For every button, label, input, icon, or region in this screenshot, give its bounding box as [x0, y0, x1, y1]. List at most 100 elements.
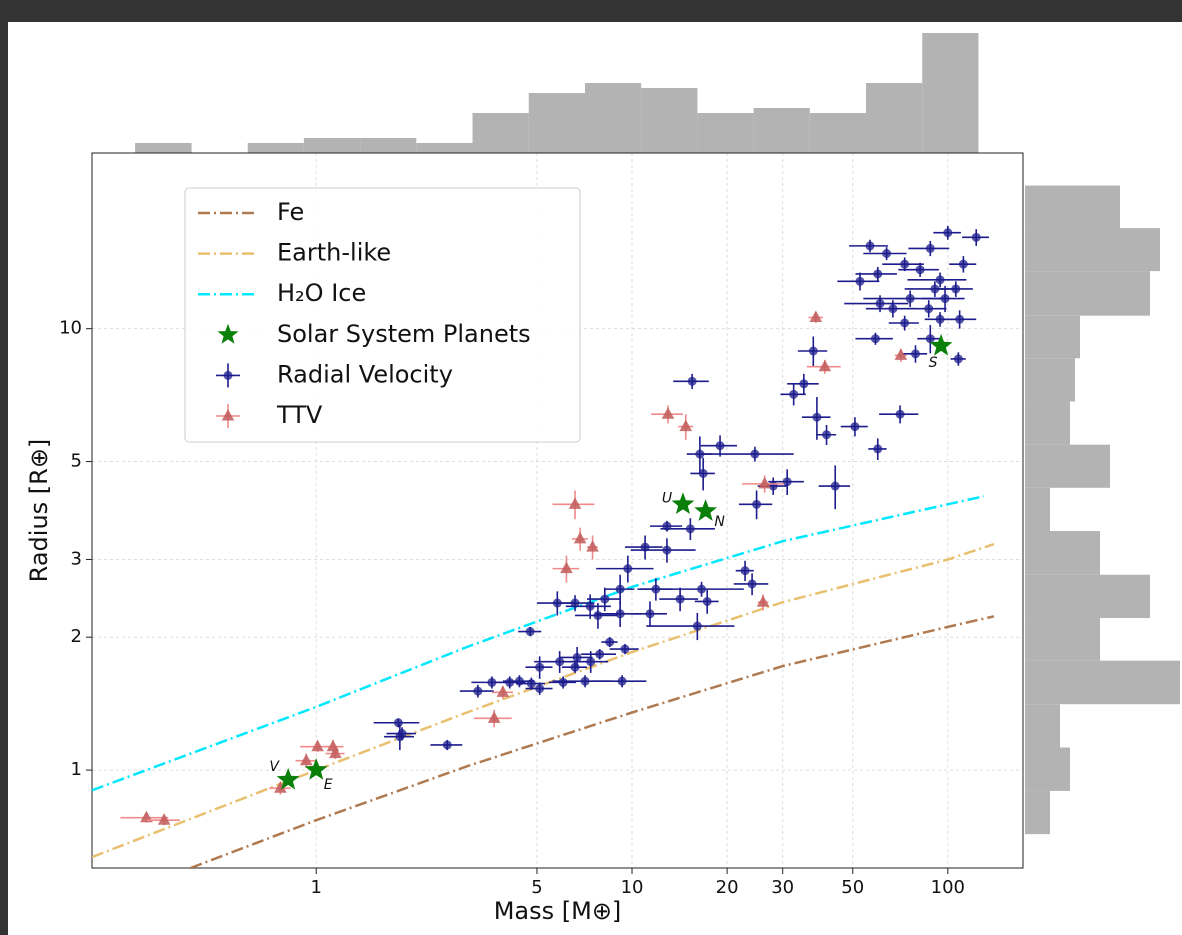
hist-bar	[135, 143, 192, 153]
marker	[675, 594, 685, 604]
marker	[223, 370, 233, 380]
marker	[605, 637, 615, 647]
hist-bar	[866, 83, 923, 153]
marker	[747, 579, 757, 589]
hist-bar	[1025, 660, 1180, 705]
marker	[924, 304, 934, 314]
marker	[157, 813, 171, 825]
marker	[560, 561, 573, 574]
hist-bar	[1025, 487, 1050, 532]
marker	[910, 349, 920, 359]
marker	[525, 627, 535, 637]
y-tick-label: 3	[71, 548, 82, 569]
marker	[615, 584, 625, 594]
marker	[442, 740, 452, 750]
hist-bar	[528, 93, 585, 153]
x-tick-label: 30	[771, 877, 794, 898]
marker	[685, 524, 695, 534]
marker	[311, 739, 324, 752]
marker	[623, 564, 633, 574]
marker	[679, 419, 693, 432]
marker	[586, 657, 596, 667]
hist-bar	[416, 143, 473, 153]
hist-bar	[641, 88, 698, 153]
marker	[572, 652, 582, 662]
marker	[695, 449, 705, 459]
marker	[894, 348, 908, 360]
marker	[568, 497, 582, 509]
marker	[645, 609, 655, 619]
marker	[617, 676, 627, 686]
hist-bar	[247, 143, 304, 153]
plot-area: V E U N S	[92, 225, 995, 868]
marker	[873, 444, 883, 454]
hist-bar	[697, 113, 754, 153]
marker	[818, 359, 832, 372]
marker	[299, 753, 313, 766]
canvas	[8, 22, 1182, 935]
marker	[586, 540, 599, 552]
hist-bar	[753, 108, 810, 153]
planet-star	[276, 767, 300, 790]
marker	[935, 275, 945, 285]
planet-label: V	[269, 759, 280, 775]
x-tick-label: 1	[310, 877, 321, 898]
marker	[953, 354, 963, 364]
model-line	[92, 495, 985, 792]
hist-bar	[1025, 618, 1100, 661]
hist-bar	[922, 33, 979, 153]
x-tick-label: 10	[621, 877, 644, 898]
marker	[697, 584, 707, 594]
legend-label: Radial Velocity	[277, 360, 453, 388]
legend-label: Fe	[277, 198, 304, 226]
marker	[758, 476, 771, 489]
marker	[702, 596, 712, 606]
marker	[930, 284, 940, 294]
marker	[822, 430, 832, 440]
marker	[487, 711, 501, 723]
marker	[473, 686, 483, 696]
marker	[935, 314, 945, 324]
marker	[870, 334, 880, 344]
hist-bar	[1025, 704, 1060, 748]
marker	[951, 284, 961, 294]
marker	[496, 685, 510, 697]
plot-frame	[91, 152, 1024, 869]
legend: Fe Earth-like H₂O Ice Solar System Planets R…	[184, 187, 581, 443]
y-tick-label: 2	[71, 626, 82, 647]
marker	[865, 241, 875, 251]
marker	[955, 314, 965, 324]
legend-label: H₂O Ice	[277, 279, 366, 307]
marker	[698, 468, 708, 478]
marker	[535, 662, 545, 672]
hist-bar	[809, 113, 867, 153]
hist-bar	[472, 113, 529, 153]
model-line	[190, 615, 995, 868]
marker	[573, 531, 587, 544]
marker	[750, 449, 760, 459]
marker	[875, 299, 885, 309]
marker	[555, 657, 565, 667]
x-tick-label: 50	[841, 877, 864, 898]
marker	[595, 649, 605, 659]
x-tick-label: 5	[531, 877, 542, 898]
marker	[900, 318, 910, 328]
x-tick-label: 20	[716, 877, 739, 898]
hist-bar	[1025, 574, 1150, 619]
planet-label: N	[714, 514, 725, 530]
planet-star	[671, 492, 695, 514]
marker	[812, 412, 822, 422]
marker	[692, 621, 702, 631]
marker	[830, 481, 840, 491]
marker	[850, 422, 860, 432]
marker	[593, 610, 603, 620]
planet-label: S	[929, 355, 938, 371]
marker	[895, 409, 905, 419]
marker	[397, 729, 407, 739]
marker	[958, 259, 968, 269]
marker	[505, 677, 515, 687]
marker	[221, 409, 235, 421]
marker	[789, 389, 799, 399]
